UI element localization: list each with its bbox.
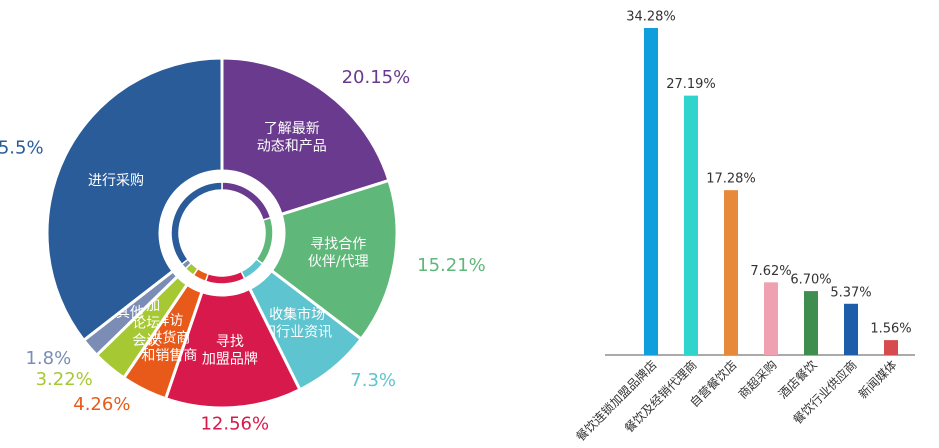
pie-slice	[220, 56, 391, 217]
value-label: 34.28%	[626, 10, 676, 25]
bar	[764, 282, 778, 355]
slice-label: 寻找加盟品牌	[202, 334, 258, 368]
bar	[684, 95, 698, 356]
slice-label: 寻找合作伙伴/代理	[308, 237, 369, 271]
value-label: 4.26%	[73, 394, 130, 415]
pie-slice	[45, 56, 224, 343]
value-label: 35.5%	[0, 138, 44, 159]
pie-slice	[163, 286, 302, 410]
value-label: 20.15%	[342, 67, 411, 88]
value-label: 7.3%	[350, 370, 396, 391]
inner-ring-slice	[240, 258, 264, 280]
slice-label: 了解最新动态和产品	[257, 121, 327, 155]
bar	[884, 340, 898, 355]
value-label: 5.37%	[830, 285, 871, 300]
bar	[644, 28, 658, 355]
bar	[844, 303, 858, 355]
value-label: 3.22%	[36, 369, 93, 390]
value-label: 7.62%	[750, 264, 791, 279]
x-tick-label: 商超采购	[735, 357, 780, 402]
value-label: 17.28%	[706, 172, 756, 187]
slice-label: 进行采购	[88, 173, 144, 189]
bar	[804, 291, 818, 355]
value-label: 6.70%	[790, 273, 831, 288]
inner-ring-slice	[204, 270, 246, 285]
value-label: 27.19%	[666, 77, 716, 92]
value-label: 12.56%	[200, 414, 269, 435]
value-label: 1.8%	[25, 348, 71, 369]
inner-ring-slice	[255, 216, 274, 265]
bar	[724, 190, 738, 355]
x-tick-label: 新闻媒体	[855, 357, 900, 402]
slice-label: 收集市场和行业资讯	[262, 306, 332, 341]
value-label: 1.56%	[870, 322, 911, 337]
value-label: 15.21%	[417, 255, 486, 276]
inner-ring-slice	[170, 181, 223, 266]
pie-slice	[269, 178, 399, 342]
x-tick-label: 餐饮及经销代理商	[621, 357, 699, 435]
